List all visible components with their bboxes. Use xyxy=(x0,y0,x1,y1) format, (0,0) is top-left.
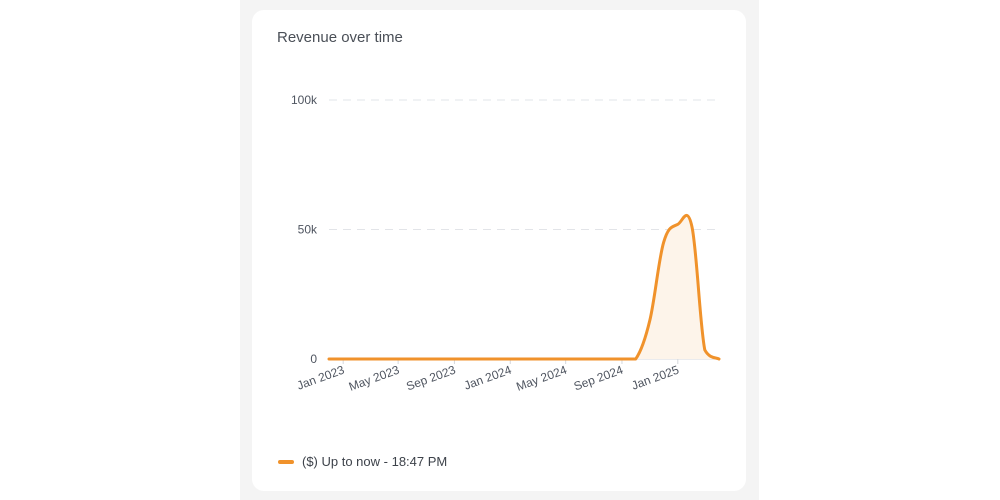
legend-label: ($) Up to now - 18:47 PM xyxy=(302,454,448,469)
x-tick-label: Sep 2023 xyxy=(404,363,457,394)
x-tick-label: Jan 2025 xyxy=(630,363,681,393)
x-tick-label: May 2024 xyxy=(514,363,569,394)
y-tick-label: 50k xyxy=(298,223,318,237)
y-axis-ticks: 0 50k 100k xyxy=(291,93,318,366)
x-axis-ticks: Jan 2023 May 2023 Sep 2023 Jan 2024 May 2024… xyxy=(295,359,681,394)
chart-legend[interactable]: ($) Up to now - 18:47 PM xyxy=(278,454,447,469)
y-tick-label: 100k xyxy=(291,93,318,107)
series-area-fill xyxy=(329,215,719,359)
x-tick-label: Jan 2024 xyxy=(462,363,513,393)
series-line xyxy=(327,213,721,361)
revenue-chart-card: Revenue over time 0 50k 100k Jan 2023 May 2… xyxy=(252,10,746,491)
legend-swatch xyxy=(278,459,294,464)
x-tick-label: Jan 2023 xyxy=(295,363,346,393)
y-tick-label: 0 xyxy=(310,352,317,366)
x-tick-label: Sep 2024 xyxy=(572,363,625,394)
card-title: Revenue over time xyxy=(277,29,403,46)
x-tick-label: May 2023 xyxy=(347,363,402,394)
